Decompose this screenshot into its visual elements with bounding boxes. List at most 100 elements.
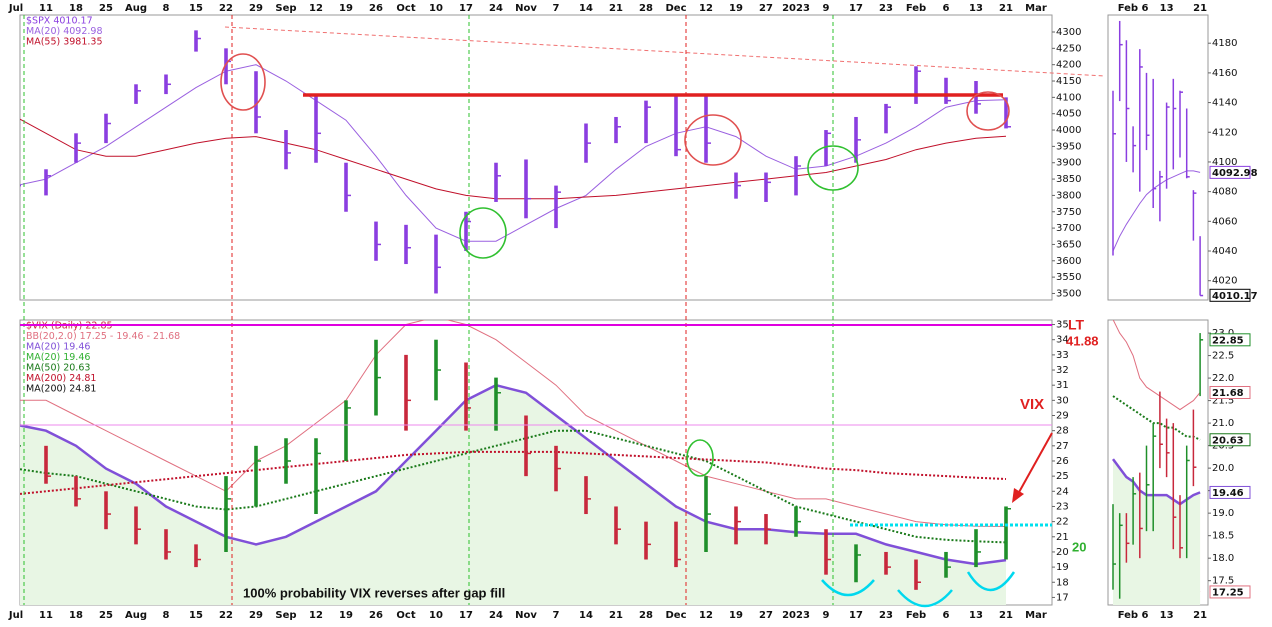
x-tick-label: 11 — [39, 610, 53, 621]
x-tick-label: 19 — [339, 610, 353, 621]
y-tick-label: 4040 — [1212, 246, 1237, 257]
y-tick-label: 18.5 — [1212, 531, 1234, 542]
x-tick-label: 14 — [579, 3, 593, 14]
legend-entry: MA(50) 20.63 — [26, 363, 90, 374]
value-box-label: 19.46 — [1212, 488, 1244, 499]
line — [20, 450, 1007, 495]
y-tick-label: 33 — [1056, 350, 1069, 361]
y-tick-label: 22.0 — [1212, 373, 1234, 384]
y-tick-label: 29 — [1056, 411, 1069, 422]
y-tick-label: 20 — [1056, 547, 1069, 558]
x-tick-label: 12 — [699, 3, 713, 14]
x-tick-label: 6 — [943, 610, 950, 621]
y-tick-label: 35 — [1056, 320, 1069, 331]
annotation: 100% probability VIX reverses after gap … — [243, 585, 505, 600]
y-tick-label: 4300 — [1056, 27, 1081, 38]
x-tick-label: 25 — [99, 3, 113, 14]
y-tick-label: 19 — [1056, 562, 1069, 573]
x-tick-label: 17 — [459, 3, 473, 14]
y-tick-label: 3950 — [1056, 141, 1081, 152]
y-tick-label: 3900 — [1056, 158, 1081, 169]
x-tick-label: Mar — [1025, 3, 1047, 14]
x-tick-label: 22 — [219, 3, 233, 14]
y-tick-label: 3750 — [1056, 207, 1081, 218]
y-tick-label: 26 — [1056, 456, 1069, 467]
y-tick-label: 31 — [1056, 380, 1069, 391]
annotation: 20 — [1072, 539, 1086, 554]
y-tick-label: 21.0 — [1212, 418, 1234, 429]
band-upper — [1112, 320, 1201, 411]
value-box-label: 20.63 — [1212, 435, 1244, 446]
y-tick-label: 28 — [1056, 426, 1069, 437]
x-tick-label: 7 — [553, 3, 560, 14]
x-tick-label: 9 — [823, 3, 830, 14]
x-tick-label: Aug — [125, 610, 147, 621]
y-tick-label: 3550 — [1056, 272, 1081, 283]
x-tick-label: 19 — [729, 3, 743, 14]
highlight-circle — [966, 91, 1010, 131]
y-tick-label: 20.0 — [1212, 463, 1234, 474]
line — [1112, 395, 1201, 441]
line — [1111, 458, 1201, 506]
x-tick-label: 18 — [69, 3, 83, 14]
x-tick-label: 9 — [823, 610, 830, 621]
area — [1113, 459, 1201, 605]
x-tick-label: 10 — [429, 610, 443, 621]
x-tick-label: 21 — [999, 610, 1013, 621]
pattern-arc — [966, 571, 1016, 592]
x-tick-label: 8 — [163, 610, 170, 621]
value-box-label: 17.25 — [1212, 587, 1244, 598]
value-box — [1209, 433, 1251, 447]
x-tick-label: 13 — [1160, 3, 1174, 14]
x-tick-label: 22 — [219, 610, 233, 621]
y-tick-label: 4120 — [1212, 127, 1237, 138]
legend-entry: MA(200) 24.81 — [26, 384, 96, 395]
annotation: LT — [1068, 317, 1085, 333]
x-tick-label: Dec — [665, 3, 686, 14]
x-tick-label: Jul — [8, 3, 23, 14]
x-tick-label: 13 — [969, 610, 983, 621]
highlight-circle — [807, 145, 859, 191]
x-tick-label: 6 — [943, 3, 950, 14]
value-box-label: 22.85 — [1212, 335, 1244, 346]
y-tick-label: 4250 — [1056, 43, 1081, 54]
x-tick-label: 2023 — [782, 610, 810, 621]
y-tick-label: 25 — [1056, 471, 1069, 482]
x-tick-label: 17 — [849, 3, 863, 14]
line — [20, 118, 1007, 200]
x-tick-label: 15 — [189, 610, 203, 621]
pattern-arc — [821, 579, 875, 597]
y-tick-label: 4160 — [1212, 68, 1237, 79]
line — [1112, 170, 1201, 252]
y-tick-label: 3700 — [1056, 223, 1081, 234]
x-tick-label: 7 — [553, 610, 560, 621]
x-tick-label: 24 — [489, 3, 503, 14]
x-tick-label: Aug — [125, 3, 147, 14]
legend-entry: BB(20,2.0) 17.25 - 19.46 - 21.68 — [26, 331, 180, 342]
x-tick-label: 2023 — [782, 3, 810, 14]
y-tick-label: 4140 — [1212, 98, 1237, 109]
value-box — [1209, 165, 1251, 179]
y-tick-label: 4100 — [1056, 92, 1081, 103]
x-tick-label: Feb — [906, 3, 926, 14]
y-tick-label: 4000 — [1056, 125, 1081, 136]
y-tick-label: 18.0 — [1212, 553, 1234, 564]
x-tick-label: 19 — [339, 3, 353, 14]
x-tick-label: 12 — [309, 3, 323, 14]
y-tick-label: 34 — [1056, 335, 1069, 346]
y-tick-label: 4100 — [1212, 157, 1237, 168]
plot-area — [20, 30, 1011, 294]
x-tick-label: Feb 6 — [1118, 610, 1149, 621]
x-tick-label: 24 — [489, 610, 503, 621]
x-tick-label: 12 — [699, 610, 713, 621]
x-tick-label: 12 — [309, 610, 323, 621]
x-tick-label: 21 — [1193, 3, 1207, 14]
arrow — [1017, 432, 1053, 495]
band-upper — [20, 320, 1007, 527]
line — [20, 429, 1007, 544]
x-tick-label: 14 — [579, 610, 593, 621]
y-tick-label: 4150 — [1056, 76, 1081, 87]
value-box — [1209, 585, 1251, 599]
